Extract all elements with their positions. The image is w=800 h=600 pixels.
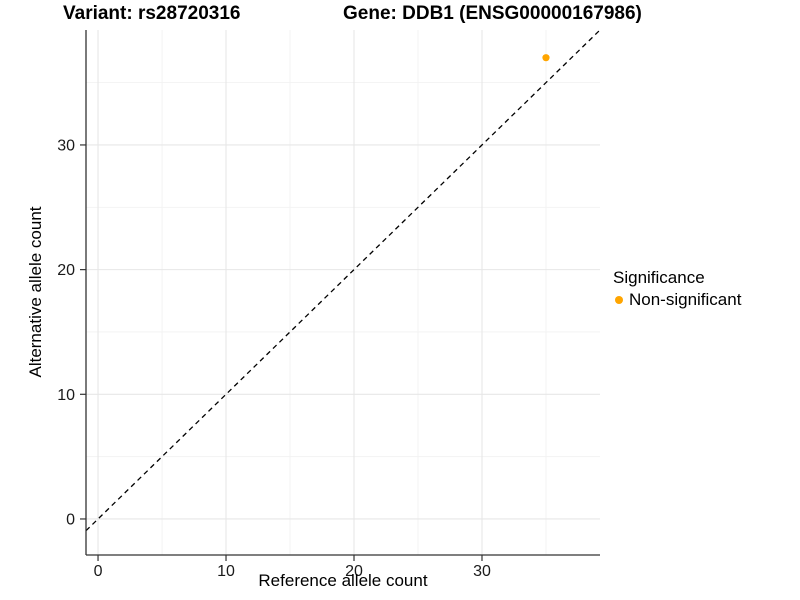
data-point (542, 54, 550, 62)
x-tick-label: 20 (345, 563, 363, 580)
identity-line (85, 29, 601, 532)
x-tick-label: 0 (94, 563, 103, 580)
legend-point-icon (615, 296, 623, 304)
plot-panel (86, 30, 600, 555)
y-tick-label: 0 (66, 511, 75, 528)
legend: Significance Non-significant (613, 268, 741, 310)
x-tick-label: 30 (473, 563, 491, 580)
y-axis-title: Alternative allele count (26, 206, 45, 378)
legend-item-non-significant: Non-significant (613, 290, 741, 310)
x-tick-label: 10 (217, 563, 235, 580)
y-tick-label: 30 (57, 137, 75, 154)
y-tick-label: 10 (57, 387, 75, 404)
legend-item-label: Non-significant (629, 290, 742, 309)
variant-title: Variant: rs28720316 (63, 3, 241, 24)
y-tick-label: 20 (57, 262, 75, 279)
gene-title: Gene: DDB1 (ENSG00000167986) (343, 3, 642, 24)
x-axis-title: Reference allele count (258, 571, 428, 590)
legend-title: Significance (613, 268, 705, 287)
